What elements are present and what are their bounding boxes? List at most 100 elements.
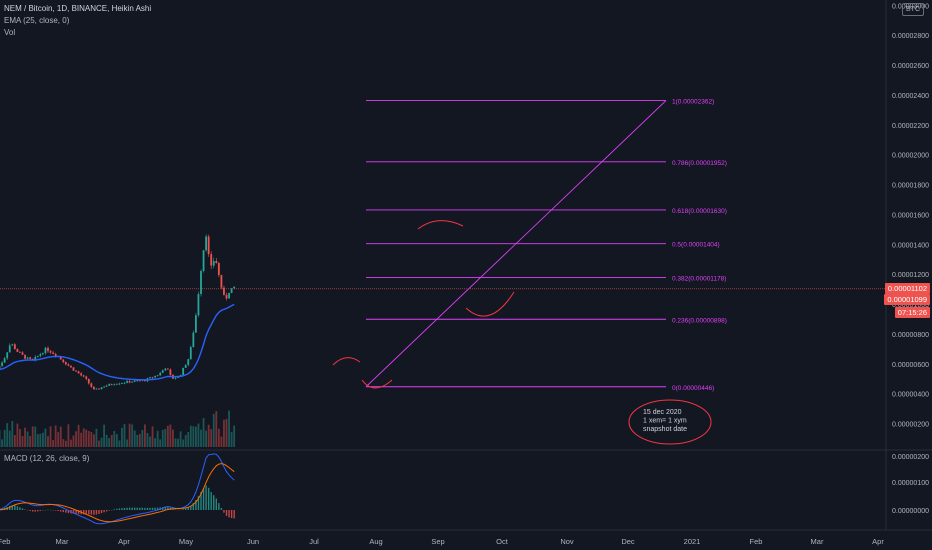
volume-bar [113,431,116,447]
candle-body [34,356,37,360]
volume-bar [184,435,187,447]
volume-bar [64,440,67,447]
candle-body [144,379,146,382]
volume-bar [90,431,93,447]
volume-bar [166,425,169,447]
macd-histogram-bar [230,510,233,519]
macd-histogram-bar [75,510,77,514]
macd-histogram-bar [116,508,118,510]
volume-bar [16,423,19,447]
macd-histogram-bar [95,510,98,515]
volume-bar [54,425,57,447]
volume-bar [77,424,80,447]
snapshot-note-line: snapshot date [643,426,687,433]
macd-histogram-bar [202,488,205,510]
candle-body [47,347,49,352]
volume-bar [131,424,134,447]
macd-histogram-bar [200,491,202,510]
y-tick-label: 0.00003000 [892,3,929,10]
macd-histogram-bar [11,505,13,510]
x-tick-label: Aug [369,537,382,546]
candle-body [217,263,220,276]
macd-histogram-bar [233,510,235,519]
macd-histogram-bar [19,507,21,510]
candle-body [154,375,156,378]
macd-histogram-bar [185,508,187,510]
macd-histogram-bar [93,510,95,515]
x-tick-label: May [179,537,193,546]
candle-body [118,383,121,385]
candle-body [70,365,72,368]
macd-histogram-bar [210,492,212,510]
macd-histogram-bar [154,507,156,510]
fib-level-label: 0.786(0.00001952) [672,160,727,167]
y-tick-label: 0.00001600 [892,212,929,219]
y-tick-label: 0.00001000 [892,302,929,309]
symbol-title[interactable]: NEM / Bitcoin, 1D, BINANCE, Heikin Ashi [4,4,152,13]
volume-bar [1,439,3,447]
macd-histogram-bar [90,510,93,515]
volume-legend[interactable]: Vol [4,28,16,37]
fib-level-label: 0.5(0.00001404) [672,242,720,249]
candle-body [200,271,202,295]
volume-bar [110,435,113,447]
macd-tick-label: 0.00000200 [892,454,929,461]
candle-body [90,383,93,387]
macd-legend[interactable]: MACD (12, 26, close, 9) [4,454,90,463]
candle-body [11,344,14,346]
volume-bar [156,430,159,447]
macd-tick-label: 0.00000100 [892,480,929,487]
candle-body [13,344,16,350]
ema-legend[interactable]: EMA (25, close, 0) [4,16,70,25]
macd-histogram-bar [113,509,115,510]
macd-histogram-bar [131,507,133,510]
volume-bar [200,429,202,447]
x-tick-label: Nov [560,537,574,546]
volume-bar [47,436,49,447]
currency-badge[interactable]: BTC [902,3,924,16]
volume-bar [210,429,213,447]
macd-histogram-bar [190,505,192,510]
candle-body [100,387,103,390]
volume-bar [225,418,228,447]
macd-histogram-bar [144,507,146,510]
candle-body [161,370,164,373]
macd-histogram-bar [151,507,154,510]
volume-bar [189,425,192,447]
macd-tick-label: 0.00000000 [892,508,929,515]
annotation-arc [332,357,361,366]
candle-body [202,250,205,272]
volume-bar [72,435,75,447]
candle-body [138,380,141,382]
volume-bar [85,429,88,447]
volume-bar [228,410,230,447]
volume-bar [174,438,177,447]
snapshot-ellipse [628,399,712,445]
annotation-group [332,220,712,445]
macd-histogram-bar [223,510,225,513]
candle-body [77,371,80,374]
macd-histogram-bar [85,510,87,515]
candle-body [223,287,225,295]
volume-bar [57,432,60,447]
candle-body [108,384,111,386]
candle-body [19,351,21,353]
volume-bar [44,428,47,447]
volume-bar [223,419,225,447]
volume-bar [164,428,167,447]
volume-bar [146,433,149,447]
volume-bar [121,427,123,447]
volume-bar [82,428,85,447]
volume-bar [220,436,223,447]
volume-bar [6,423,9,447]
annotation-arc [465,291,515,317]
fibonacci-group: 0(0.00000446) 0.236(0.00000898) 0.382(0.00… [365,99,727,392]
candle-body [225,294,228,299]
macd-histogram-bar [167,507,169,510]
volume-bar [87,431,90,447]
candle-body [16,349,19,352]
volume-bar [123,423,126,447]
volume-bar [8,430,11,447]
candle-body [103,386,105,388]
